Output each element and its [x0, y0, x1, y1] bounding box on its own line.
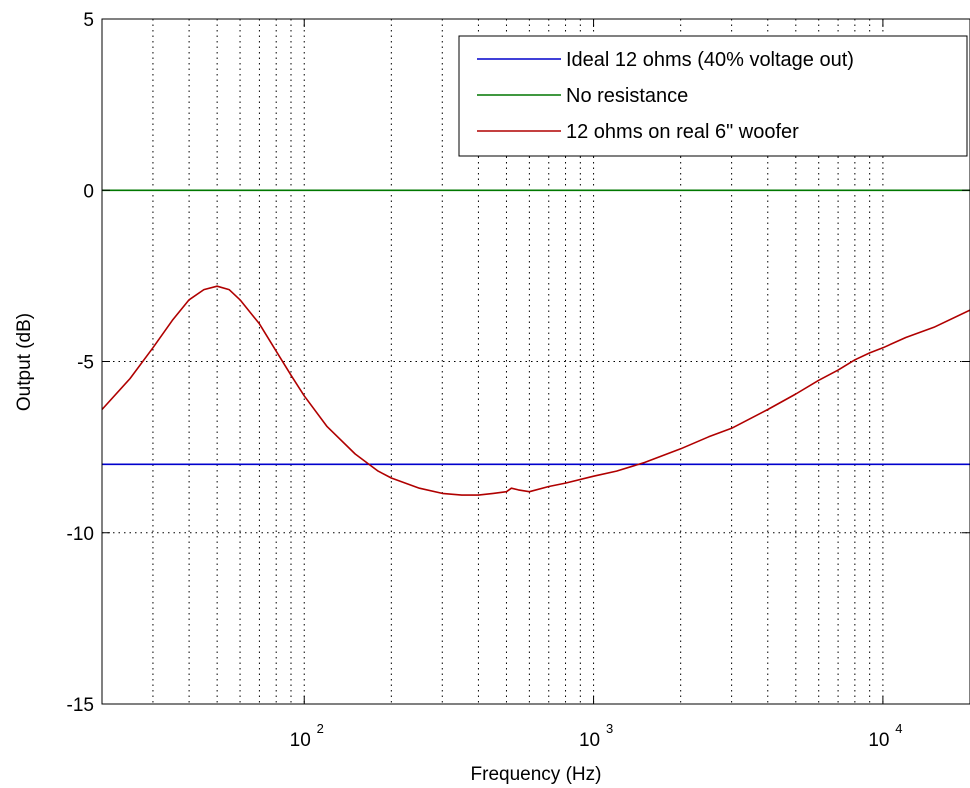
- legend-entry-3: 12 ohms on real 6" woofer: [566, 121, 799, 143]
- y-tick-label: -5: [77, 353, 94, 374]
- x-axis-label: Frequency (Hz): [471, 764, 602, 785]
- legend-entry-2: No resistance: [566, 85, 688, 107]
- series-line-3: [101, 285, 970, 496]
- y-tick-label: -10: [67, 524, 94, 545]
- y-axis-label: Output (dB): [14, 313, 35, 411]
- y-tick-label: 0: [83, 181, 94, 202]
- legend: Ideal 12 ohms (40% voltage out) No resist…: [458, 35, 968, 157]
- x-tick-label: 10: [579, 730, 600, 751]
- x-tick-exponent: 2: [317, 721, 324, 736]
- x-tick-exponent: 3: [606, 721, 613, 736]
- x-tick-label: 10: [290, 730, 311, 751]
- x-tick-label: 10: [868, 730, 889, 751]
- series-lines: [101, 189, 970, 496]
- x-tick-exponent: 4: [895, 721, 902, 736]
- y-tick-label: 5: [83, 10, 94, 31]
- y-tick-label: -15: [67, 695, 94, 716]
- legend-entry-1: Ideal 12 ohms (40% voltage out): [566, 49, 854, 71]
- legend-box: [458, 35, 968, 157]
- axis-ticks: 5 0 -5 -10 -15 10 2 10 3 10 4: [67, 10, 970, 751]
